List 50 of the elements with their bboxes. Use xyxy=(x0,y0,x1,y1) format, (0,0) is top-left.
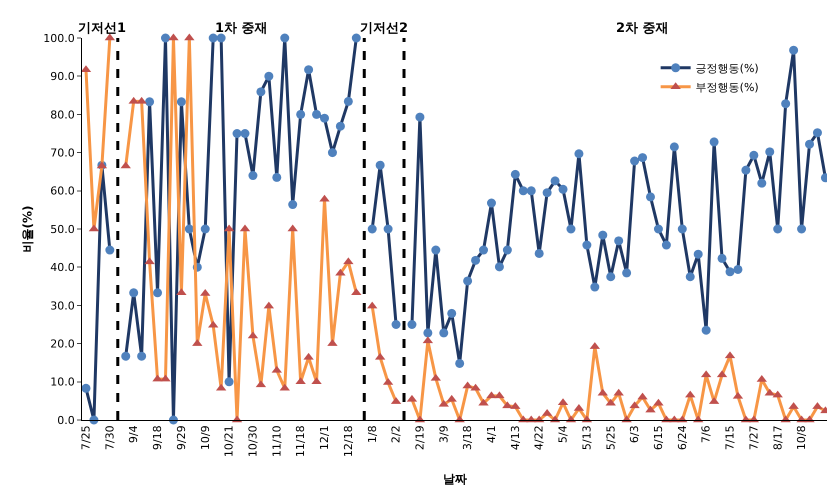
x-tick-label: 9/18 xyxy=(151,425,164,450)
legend-label: 부정행동(%) xyxy=(696,81,759,94)
x-tick-label: 7/27 xyxy=(747,425,760,450)
x-tick-label: 12/1 xyxy=(318,425,332,450)
y-tick-label: 0.0 xyxy=(57,414,75,427)
x-tick-label: 7/15 xyxy=(724,425,737,450)
x-tick-label: 3/9 xyxy=(437,425,450,444)
y-tick-label: 40.0 xyxy=(50,261,75,274)
x-tick-label: 10/8 xyxy=(795,425,808,450)
x-tick-label: 11/10 xyxy=(270,425,284,458)
x-tick-label: 9/29 xyxy=(174,425,188,450)
x-tick-label: 5/25 xyxy=(604,425,618,450)
x-tick-label: 5/13 xyxy=(580,425,594,450)
x-tick-label: 5/4 xyxy=(556,425,570,444)
x-tick-label: 10/30 xyxy=(246,425,260,458)
x-axis-title: 날짜 xyxy=(443,472,467,486)
x-tick-label: 7/30 xyxy=(103,425,116,450)
x-tick-label: 3/18 xyxy=(461,425,474,450)
x-tick-label: 11/18 xyxy=(294,425,308,458)
x-tick-label: 4/22 xyxy=(532,425,546,450)
y-tick-label: 30.0 xyxy=(50,299,75,312)
x-tick-label: 12/18 xyxy=(342,425,355,458)
y-tick-label: 60.0 xyxy=(50,184,75,198)
text: 기저선2 xyxy=(360,21,408,36)
text: 1차 중재 xyxy=(215,21,268,36)
y-tick-label: 70.0 xyxy=(50,146,75,160)
x-tick-label: 6/24 xyxy=(676,425,689,450)
text: 2차 중재 xyxy=(616,21,669,36)
x-tick-label: 10/21 xyxy=(222,425,236,458)
x-tick-label: 6/3 xyxy=(628,425,642,444)
y-tick-label: 50.0 xyxy=(50,222,75,236)
x-tick-label: 4/13 xyxy=(508,425,522,450)
y-tick-label: 20.0 xyxy=(50,337,75,350)
y-tick-label: 10.0 xyxy=(50,376,75,389)
x-tick-label: 2/2 xyxy=(390,425,403,444)
y-axis-title: 비율(%) xyxy=(20,206,35,252)
legend-label: 긍정행동(%) xyxy=(696,62,759,76)
text: 기저선1 xyxy=(78,21,126,36)
x-tick-label: 2/19 xyxy=(413,425,426,450)
x-tick-label: 9/4 xyxy=(127,425,140,444)
x-tick-label: 7/6 xyxy=(700,425,713,444)
x-tick-label: 1/8 xyxy=(366,425,379,444)
y-tick-label: 90.0 xyxy=(50,70,75,84)
x-tick-label: 10/9 xyxy=(198,425,212,450)
x-tick-label: 6/15 xyxy=(652,425,666,450)
x-tick-label: 8/17 xyxy=(771,425,784,450)
y-tick-label: 100.0 xyxy=(43,32,75,45)
x-tick-label: 4/1 xyxy=(485,425,498,444)
x-tick-label: 7/25 xyxy=(80,425,93,450)
y-tick-label: 80.0 xyxy=(50,108,75,122)
